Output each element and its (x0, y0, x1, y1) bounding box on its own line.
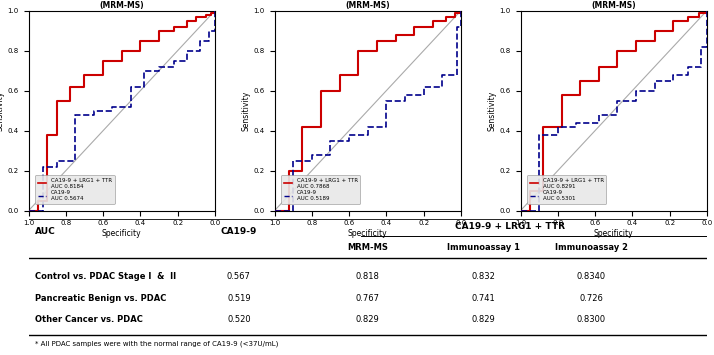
Y-axis label: Sensitivity: Sensitivity (0, 91, 5, 131)
Y-axis label: Sensitivity: Sensitivity (242, 91, 251, 131)
Text: 0.8300: 0.8300 (577, 315, 606, 324)
Text: 0.726: 0.726 (580, 294, 603, 304)
Title: Other Cancers vs. PDAC (CA19-9 < 37)
(MRM-MS): Other Cancers vs. PDAC (CA19-9 < 37) (MR… (531, 0, 696, 10)
Text: 0.767: 0.767 (356, 294, 380, 304)
X-axis label: Specificity: Specificity (102, 229, 141, 238)
Text: Other Cancer vs. PDAC: Other Cancer vs. PDAC (36, 315, 144, 324)
Text: Control vs. PDAC Stage I  &  II: Control vs. PDAC Stage I & II (36, 272, 176, 282)
Text: 0.741: 0.741 (471, 294, 495, 304)
Text: 0.520: 0.520 (227, 315, 251, 324)
X-axis label: Specificity: Specificity (594, 229, 633, 238)
X-axis label: Specificity: Specificity (348, 229, 388, 238)
Text: Pancreatic Benign vs. PDAC: Pancreatic Benign vs. PDAC (36, 294, 166, 304)
Y-axis label: Sensitivity: Sensitivity (488, 91, 497, 131)
Text: * All PDAC samples were with the normal range of CA19-9 (<37U/mL): * All PDAC samples were with the normal … (36, 341, 278, 347)
Title: Control vs. PDAC Stage I/II (CA19-9 < 37)
(MRM-MS): Control vs. PDAC Stage I/II (CA19-9 < 37… (34, 0, 210, 10)
Text: CA19-9: CA19-9 (221, 227, 257, 236)
Text: 0.829: 0.829 (471, 315, 495, 324)
Text: 0.818: 0.818 (356, 272, 380, 282)
Text: 0.567: 0.567 (227, 272, 251, 282)
Text: AUC: AUC (36, 227, 56, 236)
Text: MRM-MS: MRM-MS (347, 243, 388, 252)
Title: Pancreatic Benign Disease vs. PDAC (CA19-9 < 37)
(MRM-MS): Pancreatic Benign Disease vs. PDAC (CA19… (258, 0, 477, 10)
Text: 0.8340: 0.8340 (577, 272, 606, 282)
Text: 0.829: 0.829 (356, 315, 380, 324)
Legend: CA19-9 + LRG1 + TTR
AUC 0.8184, CA19-9
AUC 0.5674: CA19-9 + LRG1 + TTR AUC 0.8184, CA19-9 A… (35, 175, 114, 204)
Text: Immunoassay 1: Immunoassay 1 (446, 243, 520, 252)
Text: Immunoassay 2: Immunoassay 2 (555, 243, 628, 252)
Legend: CA19-9 + LRG1 + TTR
AUC 0.7868, CA19-9
AUC 0.5189: CA19-9 + LRG1 + TTR AUC 0.7868, CA19-9 A… (281, 175, 361, 204)
Text: CA19-9 + LRG1 + TTR: CA19-9 + LRG1 + TTR (455, 222, 565, 231)
Legend: CA19-9 + LRG1 + TTR
AUC 0.8291, CA19-9
AUC 0.5301: CA19-9 + LRG1 + TTR AUC 0.8291, CA19-9 A… (527, 175, 606, 204)
Text: 0.519: 0.519 (227, 294, 251, 304)
Text: 0.832: 0.832 (471, 272, 495, 282)
